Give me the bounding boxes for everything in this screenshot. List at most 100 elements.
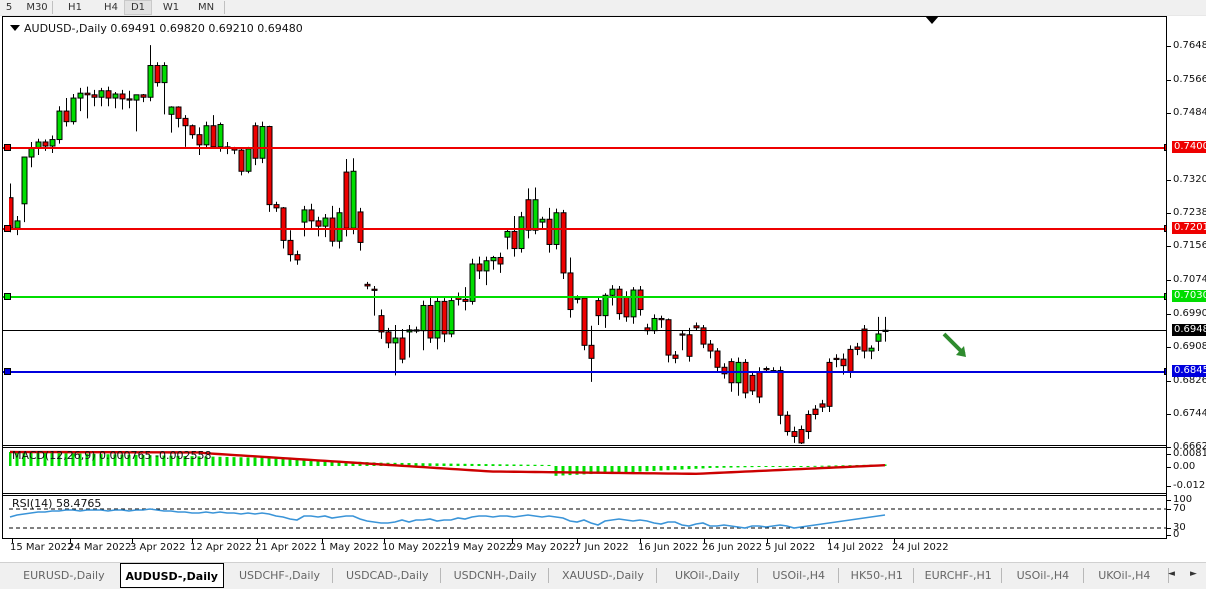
green-down-arrow-icon[interactable] xyxy=(940,330,974,364)
macd-series xyxy=(9,450,887,476)
level-line-current-price[interactable] xyxy=(3,330,1166,331)
level-handle-support-blue[interactable] xyxy=(4,368,11,375)
symbol-tab-bar: EURUSD-,Daily AUDUSD-,Daily USDCHF-,Daily U… xyxy=(0,562,1206,589)
timeframe-5[interactable]: 5 xyxy=(5,2,13,13)
pane-divider-price-macd-2 xyxy=(2,447,1202,448)
rsi-axis-tick-label: 30 xyxy=(1173,522,1186,533)
date-tick xyxy=(70,539,71,543)
level-line-support-green[interactable] xyxy=(3,296,1166,298)
level-line-resistance-upper[interactable] xyxy=(3,147,1166,149)
axis-tick xyxy=(1167,246,1171,247)
symbol-tab-eurchf--h1[interactable]: EURCHF-,H1 xyxy=(924,569,992,582)
timeframe-mn[interactable]: MN xyxy=(197,2,215,13)
date-tick xyxy=(257,539,258,543)
axis-tick xyxy=(1167,500,1171,501)
axis-tick xyxy=(1167,414,1171,415)
tab-separator xyxy=(332,568,334,583)
symbol-tab-usdcad--daily[interactable]: USDCAD-,Daily xyxy=(346,569,429,582)
date-axis-label: 14 Jul 2022 xyxy=(827,542,884,553)
symbol-tab-usoil--h4[interactable]: USOil-,H4 xyxy=(1016,569,1070,582)
chart-menu-triangle-icon[interactable] xyxy=(10,25,20,31)
date-tick xyxy=(894,539,895,543)
axis-tick xyxy=(1167,467,1171,468)
timeframe-toolbar: 5 M30 H1 H4 D1 W1 MN xyxy=(0,0,1206,16)
date-axis-label: 26 Jun 2022 xyxy=(702,542,763,553)
axis-tick xyxy=(1167,447,1171,448)
pane-divider-price-macd xyxy=(2,445,1202,446)
price-marker-label[interactable]: 0.74001 xyxy=(1172,141,1206,153)
chart-scroll-marker-icon[interactable] xyxy=(925,16,939,24)
price-pane[interactable] xyxy=(9,17,1166,444)
price-marker-label[interactable]: 0.69480 xyxy=(1172,324,1206,336)
date-axis-label: 24 Jul 2022 xyxy=(892,542,949,553)
timeframe-w1[interactable]: W1 xyxy=(162,2,180,13)
price-marker-label[interactable]: 0.72015 xyxy=(1172,222,1206,234)
date-tick xyxy=(132,539,133,543)
symbol-tab-usdcnh--daily[interactable]: USDCNH-,Daily xyxy=(453,569,537,582)
pane-divider-macd-rsi xyxy=(2,493,1202,494)
price-marker-label[interactable]: 0.68453 xyxy=(1172,365,1206,377)
date-axis-label: 1 May 2022 xyxy=(320,542,379,553)
macd-axis-tick-label: 0.008197 xyxy=(1173,448,1206,459)
symbol-tab-ukoil--h4[interactable]: UKOil-,H4 xyxy=(1098,569,1151,582)
date-tick xyxy=(192,539,193,543)
axis-tick xyxy=(1167,535,1171,536)
level-handle-resistance-lower[interactable] xyxy=(4,225,11,232)
axis-tick xyxy=(1167,314,1171,315)
price-marker-label[interactable]: 0.70302 xyxy=(1172,290,1206,302)
date-tick xyxy=(577,539,578,543)
level-line-support-blue[interactable] xyxy=(3,371,1166,373)
macd-pane[interactable] xyxy=(9,446,1166,493)
date-tick xyxy=(640,539,641,543)
axis-tick xyxy=(1167,486,1171,487)
axis-tick xyxy=(1167,454,1171,455)
rsi-axis-tick-label: 100 xyxy=(1173,494,1193,505)
symbol-tab-usdchf--daily[interactable]: USDCHF-,Daily xyxy=(238,569,321,582)
rsi-pane[interactable] xyxy=(9,495,1166,539)
date-tick xyxy=(829,539,830,543)
tab-separator xyxy=(1082,568,1084,583)
date-tick xyxy=(449,539,450,543)
symbol-tab-ukoil--daily[interactable]: UKOil-,Daily xyxy=(675,569,740,582)
symbol-tab-usoil--h4[interactable]: USOil-,H4 xyxy=(772,569,825,582)
symbol-tab-xauusd--daily[interactable]: XAUUSD-,Daily xyxy=(561,569,644,582)
axis-tick xyxy=(1167,381,1171,382)
axis-tick xyxy=(1167,113,1171,114)
axis-tick xyxy=(1167,280,1171,281)
date-axis-label: 15 Mar 2022 xyxy=(10,542,74,553)
tabs-scroll-next-icon[interactable]: ► xyxy=(1190,569,1197,579)
symbol-tab-eurusd--daily[interactable]: EURUSD-,Daily xyxy=(23,569,105,582)
date-axis-label: 3 Apr 2022 xyxy=(130,542,186,553)
level-handle-resistance-upper[interactable] xyxy=(4,144,11,151)
level-handle-support-green[interactable] xyxy=(4,293,11,300)
symbol-tab-hk50--h1[interactable]: HK50-,H1 xyxy=(850,569,903,582)
timeframe-h4[interactable]: H4 xyxy=(104,2,118,13)
macd-label: MACD(12,26,9) 0.000765 -0.002558 xyxy=(12,449,212,462)
tab-separator xyxy=(548,568,549,583)
tab-separator xyxy=(757,568,758,583)
symbol-tab-audusd--daily[interactable]: AUDUSD-,Daily xyxy=(119,563,224,588)
date-tick xyxy=(12,539,13,543)
date-tick xyxy=(767,539,768,543)
timeframe-h1[interactable]: H1 xyxy=(68,2,82,13)
date-axis[interactable]: 15 Mar 2022 24 Mar 2022 3 Apr 2022 12 Apr 2… xyxy=(2,539,1206,558)
date-axis-label: 7 Jun 2022 xyxy=(575,542,629,553)
tab-separator xyxy=(913,568,915,583)
timeframe-d1[interactable]: D1 xyxy=(124,0,152,15)
level-line-resistance-lower[interactable] xyxy=(3,228,1166,230)
timeframe-m30[interactable]: M30 xyxy=(26,2,48,13)
tabs-scroll-prev-icon[interactable]: ◄ xyxy=(1168,569,1175,579)
tab-separator xyxy=(838,568,840,583)
